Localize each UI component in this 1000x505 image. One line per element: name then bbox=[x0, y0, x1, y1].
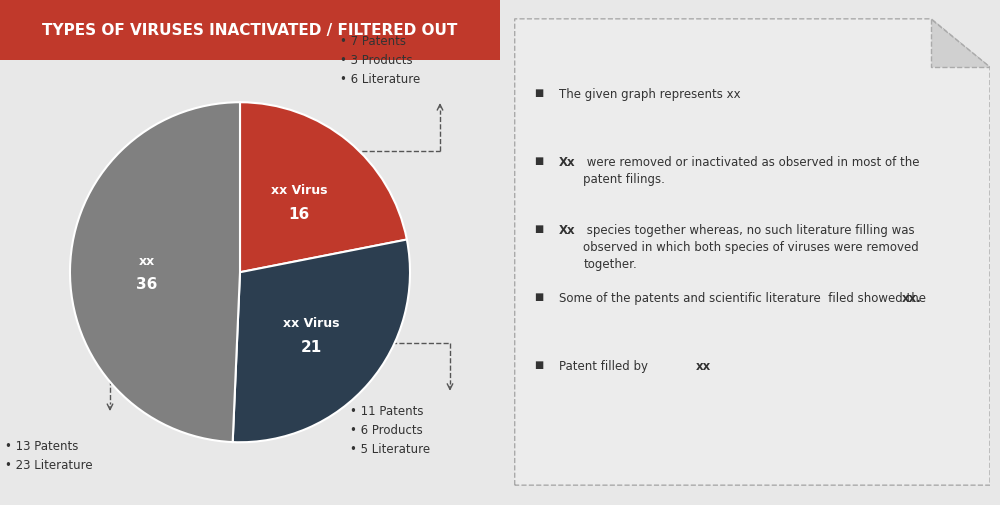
Text: Some of the patents and scientific literature  filed showed the: Some of the patents and scientific liter… bbox=[559, 291, 930, 304]
Text: xx Virus: xx Virus bbox=[271, 184, 328, 197]
Text: 16: 16 bbox=[289, 207, 310, 222]
Text: • 13 Patents
• 23 Literature: • 13 Patents • 23 Literature bbox=[5, 439, 93, 471]
Text: xx: xx bbox=[696, 359, 711, 372]
Text: were removed or inactivated as observed in most of the
patent filings.: were removed or inactivated as observed … bbox=[583, 156, 920, 185]
Text: TYPES OF VIRUSES INACTIVATED / FILTERED OUT: TYPES OF VIRUSES INACTIVATED / FILTERED … bbox=[42, 23, 458, 38]
Text: 36: 36 bbox=[136, 277, 157, 292]
Text: ■: ■ bbox=[534, 359, 544, 369]
Text: ■: ■ bbox=[534, 223, 544, 233]
Text: xx Virus: xx Virus bbox=[283, 317, 339, 330]
Polygon shape bbox=[931, 20, 990, 68]
Text: 21: 21 bbox=[300, 340, 322, 355]
Text: Xx: Xx bbox=[559, 156, 575, 169]
Polygon shape bbox=[515, 20, 990, 485]
FancyBboxPatch shape bbox=[0, 0, 500, 61]
Wedge shape bbox=[240, 103, 407, 273]
Text: Patent filled by: Patent filled by bbox=[559, 359, 652, 372]
Text: • 7 Patents
• 3 Products
• 6 Literature: • 7 Patents • 3 Products • 6 Literature bbox=[340, 35, 420, 86]
Text: Xx: Xx bbox=[559, 223, 575, 236]
Wedge shape bbox=[233, 240, 410, 442]
Text: species together whereas, no such literature filling was
observed in which both : species together whereas, no such litera… bbox=[583, 223, 919, 270]
Text: ■: ■ bbox=[534, 156, 544, 166]
Text: • 11 Patents
• 6 Products
• 5 Literature: • 11 Patents • 6 Products • 5 Literature bbox=[350, 404, 430, 455]
Text: The given graph represents xx: The given graph represents xx bbox=[559, 88, 740, 100]
Wedge shape bbox=[70, 103, 240, 442]
Text: xx: xx bbox=[138, 254, 155, 267]
Text: ■: ■ bbox=[534, 88, 544, 97]
Text: xx.: xx. bbox=[902, 291, 922, 304]
Text: ■: ■ bbox=[534, 291, 544, 301]
